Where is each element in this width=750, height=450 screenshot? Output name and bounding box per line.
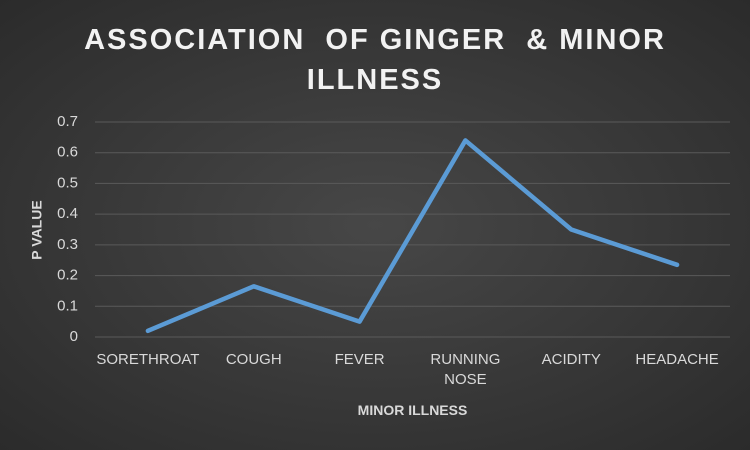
y-tick-label: 0.7: [57, 113, 78, 130]
chart-title: ASSOCIATION OF GINGER & MINOR ILLNESS: [84, 24, 676, 96]
y-tick-label: 0.1: [57, 297, 78, 314]
y-tick-label: 0.5: [57, 174, 78, 191]
x-tick-label: RUNNING NOSE: [430, 351, 501, 388]
y-tick-label: 0.6: [57, 144, 78, 161]
y-tick-label: 0.4: [57, 205, 78, 222]
x-tick-label: ACIDITY: [541, 351, 601, 368]
y-tick-label: 0.2: [57, 267, 78, 284]
y-axis-label: P VALUE: [29, 200, 45, 259]
x-axis-label: MINOR ILLNESS: [357, 402, 468, 418]
y-tick-label: 0.3: [57, 236, 78, 253]
y-tick-label: 0: [70, 328, 78, 345]
x-tick-label: COUGH: [225, 351, 282, 368]
x-tick-label: HEADACHE: [635, 351, 719, 368]
x-tick-label: FEVER: [334, 351, 385, 368]
line: [145, 138, 680, 334]
x-tick-label: SORETHROAT: [96, 351, 200, 368]
